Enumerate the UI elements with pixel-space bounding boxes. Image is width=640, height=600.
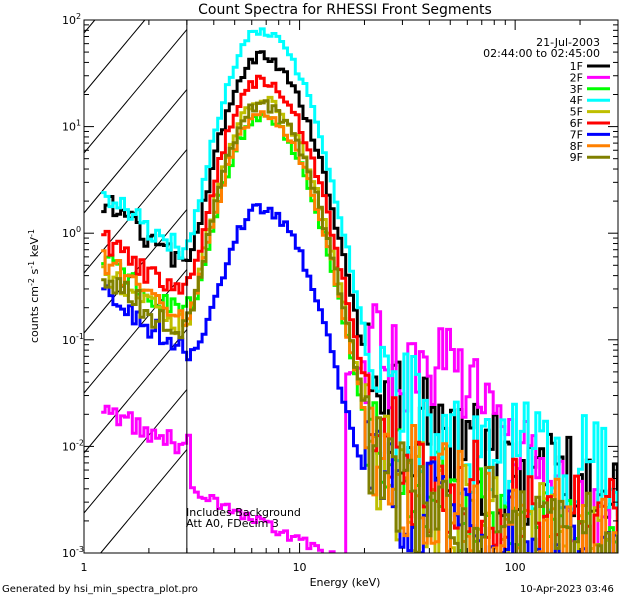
hatch-line	[83, 389, 188, 514]
hatch-line	[83, 29, 188, 154]
x-tick-label: 100	[505, 561, 526, 574]
hatch-line	[83, 19, 146, 94]
legend-label: 9F	[570, 151, 583, 164]
legend-label: 7F	[570, 128, 583, 141]
legend-label: 8F	[570, 140, 583, 153]
date-label: 21-Jul-2003	[536, 36, 600, 49]
y-axis-label: counts cm-2 s-1 keV-1	[27, 229, 41, 343]
legend-label: 6F	[570, 117, 583, 130]
time-label: 02:44:00 to 02:45:00	[483, 47, 600, 60]
legend-label: 3F	[570, 83, 583, 96]
series-4F	[101, 27, 618, 529]
axis-ticks: 1 10 100 10-3 10-2 10-1 100 101 102	[62, 12, 619, 574]
y-tick-label: 100	[62, 225, 81, 240]
x-axis-label: Energy (keV)	[310, 576, 381, 589]
x-tick-label: 10	[293, 561, 307, 574]
series-layer	[101, 27, 618, 553]
y-tick-label: 102	[62, 12, 81, 27]
timestamp-label: 10-Apr-2023 03:46	[520, 584, 614, 595]
chart-title: Count Spectra for RHESSI Front Segments	[198, 2, 492, 18]
generated-by-label: Generated by hsi_min_spectra_plot.pro	[2, 584, 198, 595]
legend-label: 1F	[570, 60, 583, 73]
legend-label: 5F	[570, 106, 583, 119]
plot-frame	[83, 19, 619, 554]
legend-label: 2F	[570, 71, 583, 84]
hatch-line	[100, 449, 188, 554]
note-background: Includes Background	[186, 506, 301, 519]
x-tick-label: 1	[81, 561, 88, 574]
y-tick-label: 10-3	[62, 545, 84, 560]
y-tick-label: 101	[62, 119, 81, 134]
note-attenuator: Att A0, FDecim 3	[186, 517, 279, 530]
y-tick-label: 10-1	[62, 332, 84, 347]
y-tick-label: 10-2	[62, 438, 84, 453]
hatch-line	[83, 89, 188, 214]
hatch-line	[83, 19, 96, 34]
legend-label: 4F	[570, 94, 583, 107]
